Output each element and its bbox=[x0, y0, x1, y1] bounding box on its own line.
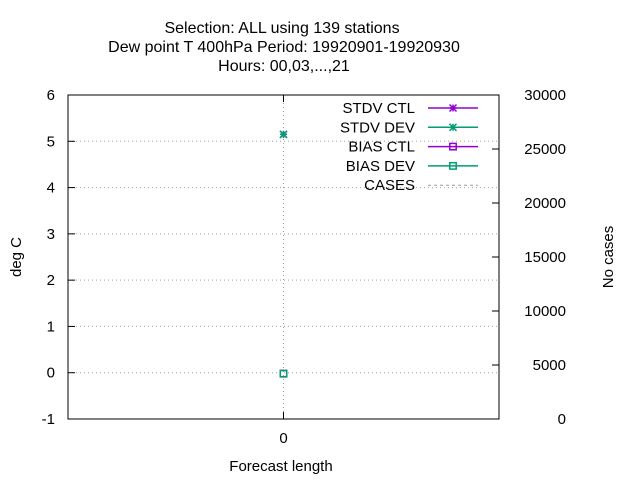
data-point bbox=[279, 130, 288, 139]
y2-axis-ticks: 0 5000 10000 15000 20000 25000 30000 bbox=[492, 87, 566, 428]
data-point bbox=[279, 369, 288, 378]
y-tick-label: 1 bbox=[47, 318, 55, 335]
y-axis-ticks: -1 0 1 2 3 4 5 6 bbox=[42, 87, 75, 428]
legend-marker bbox=[449, 142, 457, 151]
y-tick-label: 0 bbox=[47, 365, 55, 382]
y2-tick-label: 10000 bbox=[524, 303, 566, 320]
title-line-1: Selection: ALL using 139 stations bbox=[164, 20, 399, 37]
legend-item: BIAS DEV bbox=[346, 158, 478, 175]
series-layer bbox=[279, 130, 288, 378]
series-stdv-dev bbox=[279, 130, 288, 139]
y-axis-label: deg C bbox=[8, 237, 25, 277]
legend-label: CASES bbox=[364, 177, 415, 194]
legend-label: BIAS CTL bbox=[348, 139, 415, 156]
legend-item: STDV DEV bbox=[340, 119, 478, 136]
title-line-3: Hours: 00,03,...,21 bbox=[218, 58, 350, 75]
y2-tick-label: 0 bbox=[558, 411, 566, 428]
legend-item: STDV CTL bbox=[342, 100, 478, 117]
x-axis-ticks: 0 bbox=[279, 95, 288, 447]
legend-item: CASES bbox=[364, 177, 478, 194]
y-tick-label: 2 bbox=[47, 272, 55, 289]
x-tick-label: 0 bbox=[279, 430, 287, 447]
y-tick-label: 4 bbox=[47, 180, 55, 197]
y-tick-label: -1 bbox=[42, 411, 55, 428]
y2-tick-label: 30000 bbox=[524, 87, 566, 104]
chart-title: Selection: ALL using 139 stations Dew po… bbox=[108, 20, 460, 75]
y2-tick-label: 20000 bbox=[524, 195, 566, 212]
title-line-2: Dew point T 400hPa Period: 19920901-1992… bbox=[108, 39, 460, 56]
series-bias-dev bbox=[279, 369, 288, 378]
y2-tick-label: 25000 bbox=[524, 141, 566, 158]
legend-label: STDV CTL bbox=[342, 100, 415, 117]
y2-axis-label: No cases bbox=[600, 226, 617, 289]
y-tick-label: 3 bbox=[47, 226, 55, 243]
x-axis-label: Forecast length bbox=[229, 458, 332, 475]
legend-label: STDV DEV bbox=[340, 119, 415, 136]
legend-item: BIAS CTL bbox=[348, 139, 478, 156]
legend-marker bbox=[448, 103, 458, 113]
y-tick-label: 5 bbox=[47, 133, 55, 150]
y-tick-label: 6 bbox=[47, 87, 55, 104]
y2-tick-label: 15000 bbox=[524, 249, 566, 266]
legend-marker bbox=[448, 123, 458, 132]
legend: STDV CTL STDV DEV BIAS CTL BIAS DEV CASES bbox=[340, 100, 478, 194]
legend-label: BIAS DEV bbox=[346, 158, 415, 175]
legend-marker bbox=[449, 161, 457, 170]
y2-tick-label: 5000 bbox=[533, 357, 566, 374]
